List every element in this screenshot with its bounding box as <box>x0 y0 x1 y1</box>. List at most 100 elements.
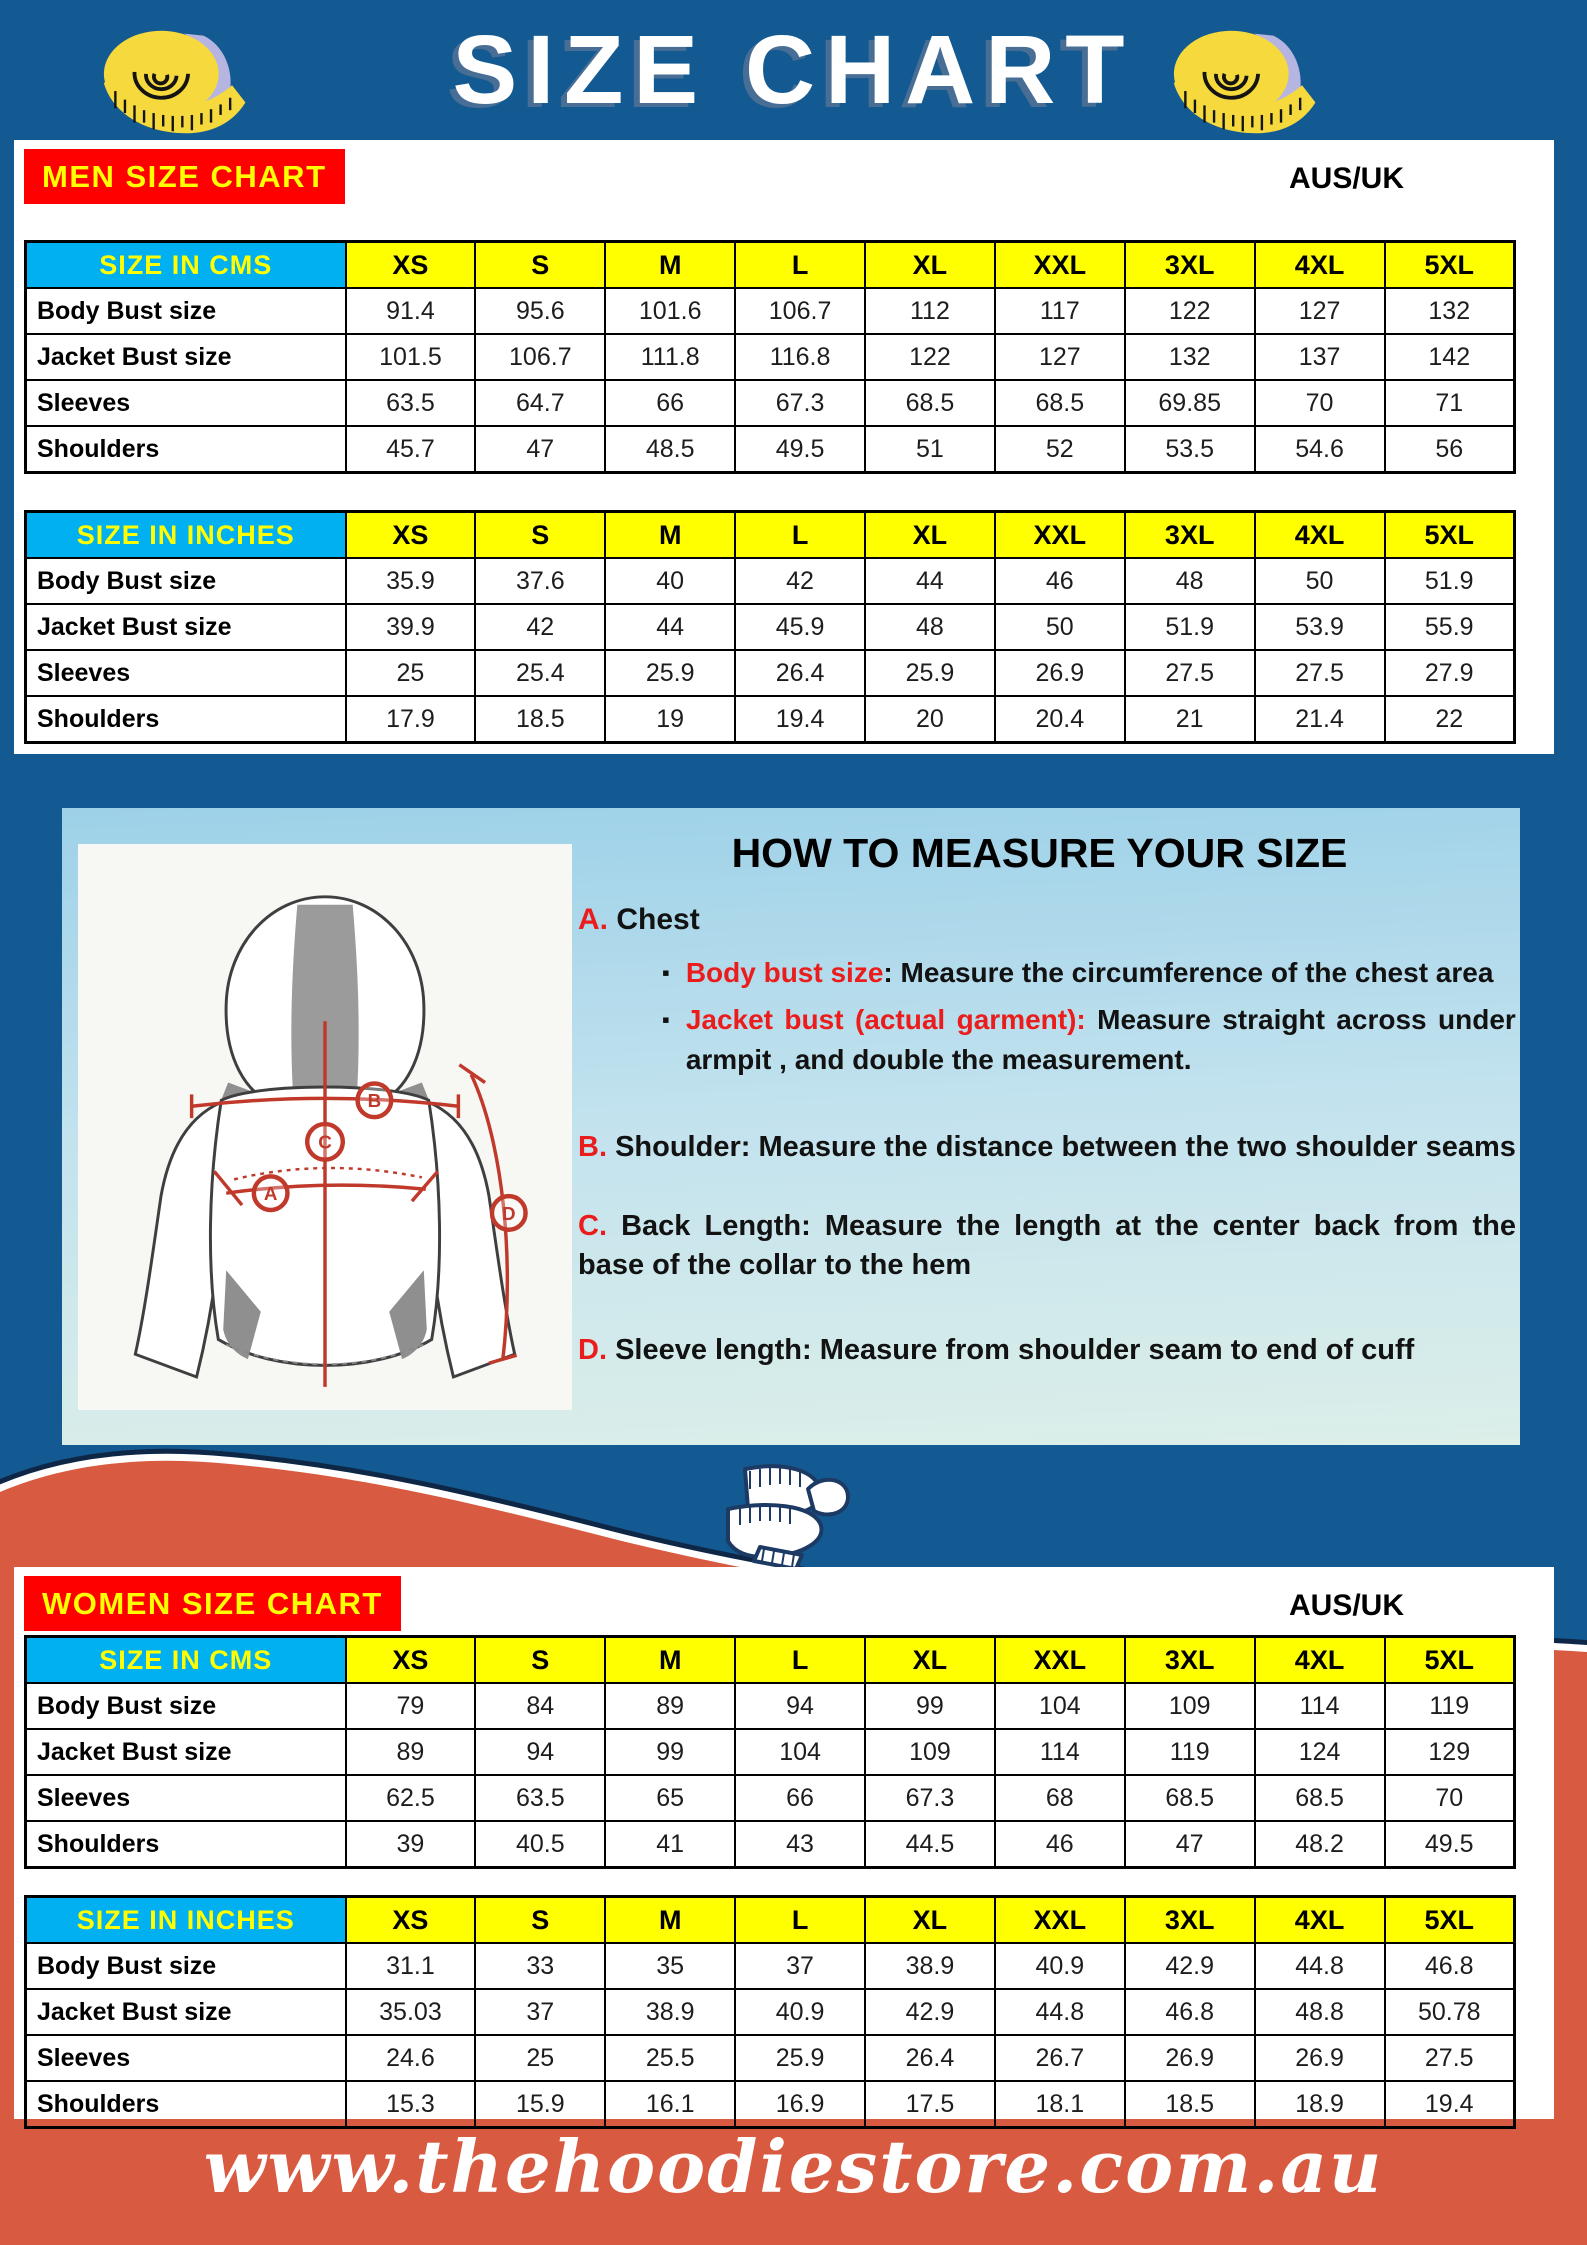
size-column-header: 4XL <box>1253 1635 1386 1684</box>
size-value: 48 <box>1123 557 1256 605</box>
size-value: 42.9 <box>1123 1942 1256 1990</box>
size-table: SIZE IN CMS XS S M L XL XXL 3XL 4XL 5XL Body Bust … <box>24 1635 1516 1869</box>
size-value: 122 <box>864 333 996 381</box>
size-column-header: 4XL <box>1253 1895 1386 1944</box>
size-value: 45.9 <box>734 603 866 651</box>
size-value: 69.85 <box>1123 379 1256 427</box>
size-value: 16.9 <box>734 2080 866 2129</box>
size-value: 46 <box>993 1820 1126 1869</box>
size-value: 26.9 <box>993 649 1126 697</box>
size-value: 44.5 <box>864 1820 996 1869</box>
size-value: 48.5 <box>604 425 737 474</box>
size-value: 48.8 <box>1253 1988 1386 2036</box>
size-value: 17.5 <box>864 2080 996 2129</box>
size-value: 21.4 <box>1253 695 1386 744</box>
size-value: 106.7 <box>474 333 607 381</box>
size-value: 31.1 <box>344 1942 477 1990</box>
size-value: 38.9 <box>604 1988 737 2036</box>
size-column-header: 5XL <box>1383 1895 1516 1944</box>
size-column-header: M <box>604 1635 737 1684</box>
row-label: Jacket Bust size <box>24 1728 347 1776</box>
how-to-measure-panel: B C A D HOW TO MEASURE YOUR SIZE A. Ches… <box>62 808 1520 1445</box>
size-value: 25.9 <box>734 2034 866 2082</box>
size-value: 68.5 <box>993 379 1126 427</box>
size-column-header: 3XL <box>1123 510 1256 559</box>
size-table: SIZE IN CMS XS S M L XL XXL 3XL 4XL 5XL Body Bust … <box>24 240 1516 474</box>
size-value: 106.7 <box>734 287 866 335</box>
table-row: Sleeves 63.5 64.7 66 67.3 68.5 68.5 69.85 70 71 <box>24 379 1516 427</box>
size-column-header: XS <box>344 1635 477 1684</box>
size-value: 15.9 <box>474 2080 607 2129</box>
size-table: SIZE IN INCHES XS S M L XL XXL 3XL 4XL 5XL Body Bu… <box>24 510 1516 744</box>
row-label: Body Bust size <box>24 557 347 605</box>
region-label: AUS/UK <box>1288 1589 1404 1622</box>
table-row: Jacket Bust size 101.5 106.7 111.8 116.8 122 1… <box>24 333 1516 381</box>
table-row: Shoulders 17.9 18.5 19 19.4 20 20.4 21 21.4 22 <box>24 695 1516 744</box>
size-column-header: 5XL <box>1383 1635 1516 1684</box>
size-value: 70 <box>1253 379 1386 427</box>
size-value: 19.4 <box>1383 2080 1516 2129</box>
size-value: 46.8 <box>1383 1942 1516 1990</box>
size-value: 18.9 <box>1253 2080 1386 2129</box>
size-value: 95.6 <box>474 287 607 335</box>
row-label: Shoulders <box>24 2080 347 2129</box>
size-value: 16.1 <box>604 2080 737 2129</box>
size-column-header: XL <box>864 240 996 289</box>
table-row: Shoulders 15.3 15.9 16.1 16.9 17.5 18.1 18.5 18.… <box>24 2080 1516 2129</box>
table-row: Shoulders 39 40.5 41 43 44.5 46 47 48.2 49.5 <box>24 1820 1516 1869</box>
size-value: 104 <box>734 1728 866 1776</box>
size-value: 119 <box>1123 1728 1256 1776</box>
size-column-header: M <box>604 1895 737 1944</box>
size-column-header: XL <box>864 1895 996 1944</box>
row-label: Body Bust size <box>24 1942 347 1990</box>
size-value: 47 <box>1123 1820 1256 1869</box>
size-value: 55.9 <box>1383 603 1516 651</box>
size-value: 25 <box>344 649 477 697</box>
table-row: Jacket Bust size 89 94 99 104 109 114 119 124 129 <box>24 1728 1516 1776</box>
row-label: Body Bust size <box>24 1682 347 1730</box>
size-value: 132 <box>1383 287 1516 335</box>
size-column-header: XS <box>344 1895 477 1944</box>
size-value: 119 <box>1383 1682 1516 1730</box>
size-value: 51 <box>864 425 996 474</box>
size-value: 39.9 <box>344 603 477 651</box>
size-value: 137 <box>1253 333 1386 381</box>
row-label: Sleeves <box>24 1774 347 1822</box>
size-value: 114 <box>1253 1682 1386 1730</box>
size-column-header: XS <box>344 510 477 559</box>
size-value: 67.3 <box>864 1774 996 1822</box>
size-column-header: 5XL <box>1383 510 1516 559</box>
table-row: Jacket Bust size 39.9 42 44 45.9 48 50 51.9 53.9… <box>24 603 1516 651</box>
size-value: 42 <box>734 557 866 605</box>
size-value: 46.8 <box>1123 1988 1256 2036</box>
size-value: 99 <box>864 1682 996 1730</box>
size-value: 129 <box>1383 1728 1516 1776</box>
size-value: 68 <box>993 1774 1126 1822</box>
page-title: SIZE CHART <box>452 15 1135 124</box>
section-b-shoulder: B. Shoulder: Measure the distance betwee… <box>578 1130 1516 1163</box>
size-value: 104 <box>993 1682 1126 1730</box>
row-label: Sleeves <box>24 649 347 697</box>
section-a-chest: A. Chest <box>578 903 700 936</box>
row-label: Body Bust size <box>24 287 347 335</box>
row-label: Sleeves <box>24 2034 347 2082</box>
size-column-header: 4XL <box>1253 510 1386 559</box>
tape-measure-icon <box>1158 26 1383 136</box>
size-column-header: S <box>474 510 607 559</box>
size-value: 35 <box>604 1942 737 1990</box>
size-value: 24.6 <box>344 2034 477 2082</box>
size-value: 37 <box>734 1942 866 1990</box>
size-value: 54.6 <box>1253 425 1386 474</box>
table-row: Sleeves 24.6 25 25.5 25.9 26.4 26.7 26.9 26.9 27.… <box>24 2034 1516 2082</box>
hoodie-back-measurement-diagram: B C A D <box>78 844 572 1410</box>
size-value: 19 <box>604 695 737 744</box>
unit-label: SIZE IN CMS <box>24 1635 347 1684</box>
bullet-body-bust: ▪ Body bust size: Measure the circumfere… <box>662 953 1516 993</box>
size-value: 132 <box>1123 333 1256 381</box>
store-url: www.thehoodiestore.com.au <box>203 2124 1384 2209</box>
size-value: 50.78 <box>1383 1988 1516 2036</box>
size-value: 26.4 <box>734 649 866 697</box>
size-value: 20 <box>864 695 996 744</box>
table-row: Sleeves 62.5 63.5 65 66 67.3 68 68.5 68.5 70 <box>24 1774 1516 1822</box>
size-value: 42.9 <box>864 1988 996 2036</box>
